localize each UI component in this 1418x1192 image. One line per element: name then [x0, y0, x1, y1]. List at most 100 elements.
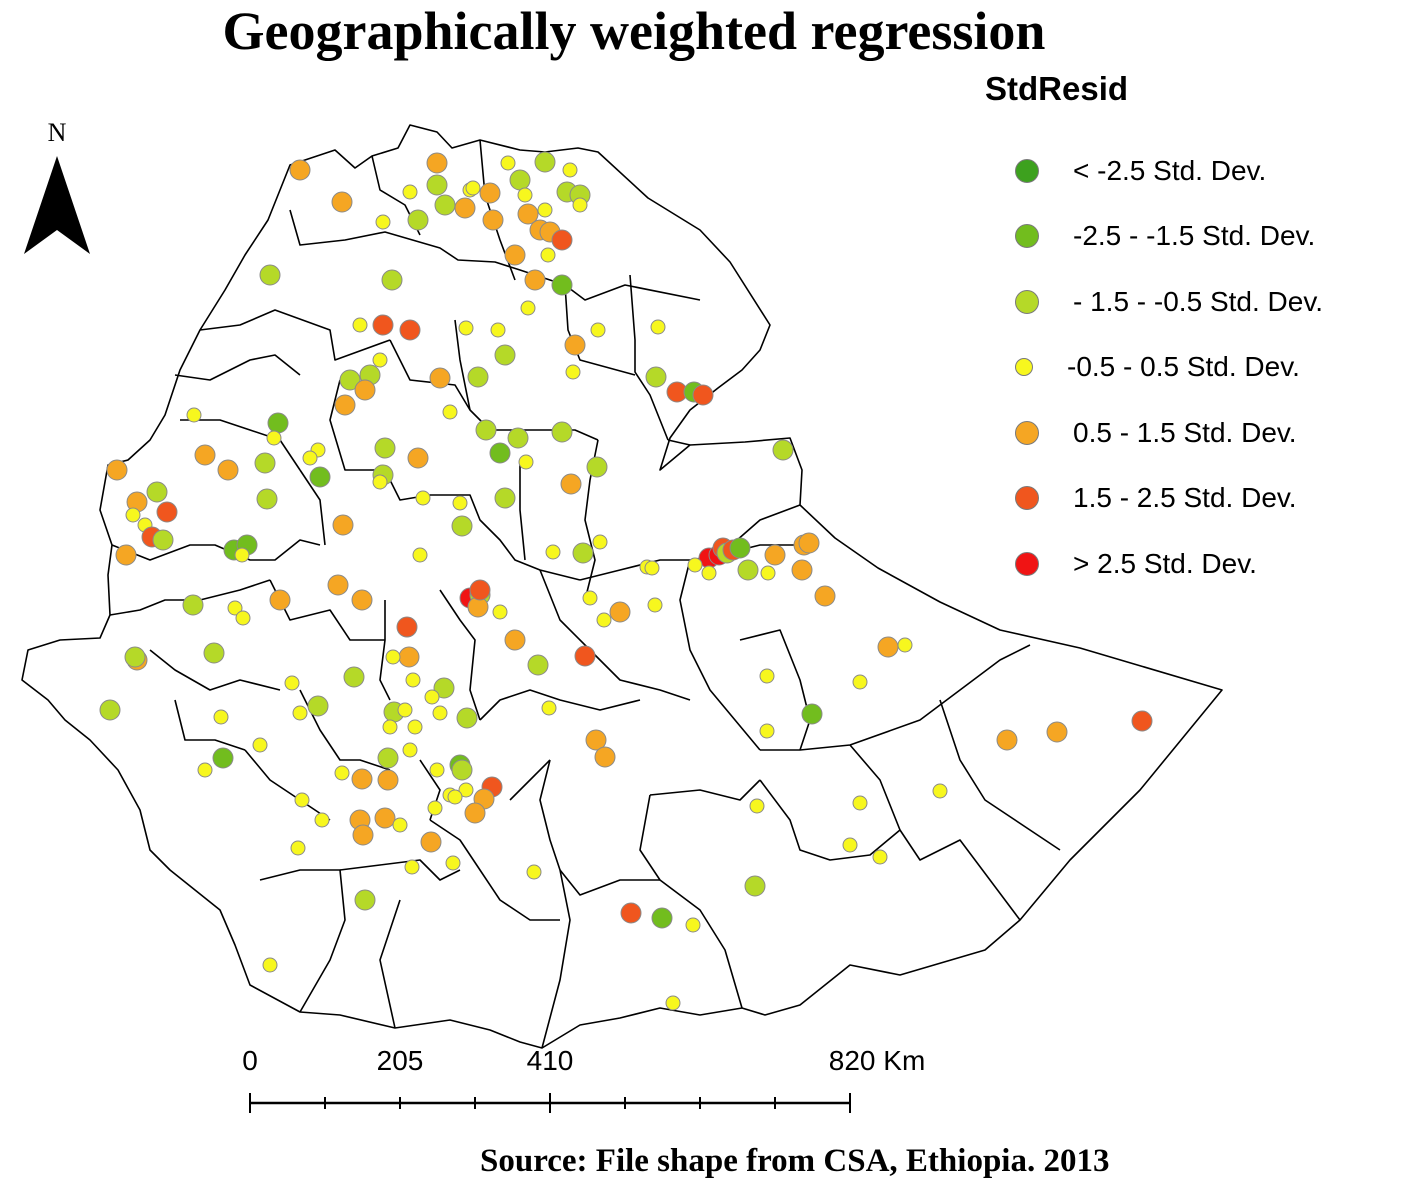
observation-point [445, 855, 461, 871]
observation-point [647, 597, 663, 613]
observation-point [152, 529, 174, 551]
observation-point [932, 783, 948, 799]
observation-point [500, 155, 516, 171]
observation-point [412, 547, 428, 563]
observation-point [872, 849, 888, 865]
observation-point [269, 589, 291, 611]
observation-point [372, 352, 388, 368]
observation-point [252, 737, 268, 753]
observation-point [458, 782, 474, 798]
observation-point [537, 202, 553, 218]
observation-point [227, 600, 243, 616]
observation-point [339, 369, 361, 391]
scale-bar-label: 0 [242, 1045, 258, 1076]
observation-point [402, 742, 418, 758]
observation-point [574, 645, 596, 667]
legend-swatch [1015, 289, 1039, 314]
observation-point [594, 746, 616, 768]
observation-point [469, 579, 491, 601]
observation-point [405, 672, 421, 688]
observation-point [426, 174, 448, 196]
observation-point [125, 507, 141, 523]
observation-point [429, 367, 451, 389]
observation-point [687, 557, 703, 573]
legend-label: - 1.5 - -0.5 Std. Dev. [1073, 285, 1324, 317]
observation-point [645, 366, 667, 388]
observation-point [701, 565, 717, 581]
observation-point [562, 162, 578, 178]
observation-point [467, 366, 489, 388]
observation-point [489, 442, 511, 464]
legend-item: > 2.5 Std. Dev. [1015, 531, 1323, 597]
observation-point [284, 675, 300, 691]
observation-point [540, 247, 556, 263]
observation-point [729, 537, 751, 559]
observation-point [504, 244, 526, 266]
observation-point [415, 490, 431, 506]
observation-point [377, 747, 399, 769]
observation-point [482, 209, 504, 231]
observation-point [309, 466, 331, 488]
observation-point [458, 320, 474, 336]
observation-point [404, 859, 420, 875]
observation-point [343, 666, 365, 688]
observation-point [314, 812, 330, 828]
observation-point [759, 668, 775, 684]
observation-point [685, 917, 701, 933]
observation-point [351, 768, 373, 790]
observation-point [374, 437, 396, 459]
observation-point [399, 319, 421, 341]
observation-point [331, 191, 353, 213]
observation-point [451, 515, 473, 537]
source-note: Source: File shape from CSA, Ethiopia. 2… [480, 1143, 1110, 1179]
observation-point [620, 902, 642, 924]
observation-point [596, 612, 612, 628]
observation-point [454, 197, 476, 219]
north-arrow: N [22, 118, 92, 258]
observation-point [372, 474, 388, 490]
observation-point [452, 495, 468, 511]
observation-point [560, 473, 582, 495]
observation-point [541, 700, 557, 716]
scale-bar: 0 205 410 820 Km [230, 1045, 950, 1125]
observation-point [197, 762, 213, 778]
observation-point [106, 459, 128, 481]
observation-point [432, 705, 448, 721]
observation-point [332, 514, 354, 536]
observation-point [334, 394, 356, 416]
observation-point [203, 642, 225, 664]
observation-point [407, 209, 429, 231]
country-outline [21, 124, 1223, 1049]
observation-point [586, 456, 608, 478]
observation-point [1131, 710, 1153, 732]
observation-point [520, 300, 536, 316]
observation-point [650, 319, 666, 335]
observation-point [479, 182, 501, 204]
observation-point [764, 544, 786, 566]
observation-point [744, 875, 766, 897]
observation-point [434, 194, 456, 216]
legend-item: -2.5 - -1.5 Std. Dev. [1015, 204, 1323, 270]
observation-point [186, 407, 202, 423]
scale-bar-graphic [249, 1093, 851, 1113]
observation-point [352, 317, 368, 333]
observation-point [517, 187, 533, 203]
observation-point [651, 907, 673, 929]
observation-point [352, 824, 374, 846]
observation-point [524, 269, 546, 291]
legend-label: -0.5 - 0.5 Std. Dev. [1067, 351, 1300, 383]
observation-point [504, 629, 526, 651]
observation-point [292, 705, 308, 721]
observation-point [254, 452, 276, 474]
observation-point [442, 404, 458, 420]
scale-bar-label: 820 Km [828, 1045, 926, 1076]
observation-point [146, 481, 168, 503]
observation-point [397, 702, 413, 718]
observation-point [798, 532, 820, 554]
legend: < -2.5 Std. Dev. -2.5 - -1.5 Std. Dev. - 1… [1015, 138, 1323, 597]
legend-title: StdResid [985, 70, 1129, 107]
observation-point [877, 636, 899, 658]
legend-swatch [1015, 358, 1033, 377]
observation-point [381, 269, 403, 291]
